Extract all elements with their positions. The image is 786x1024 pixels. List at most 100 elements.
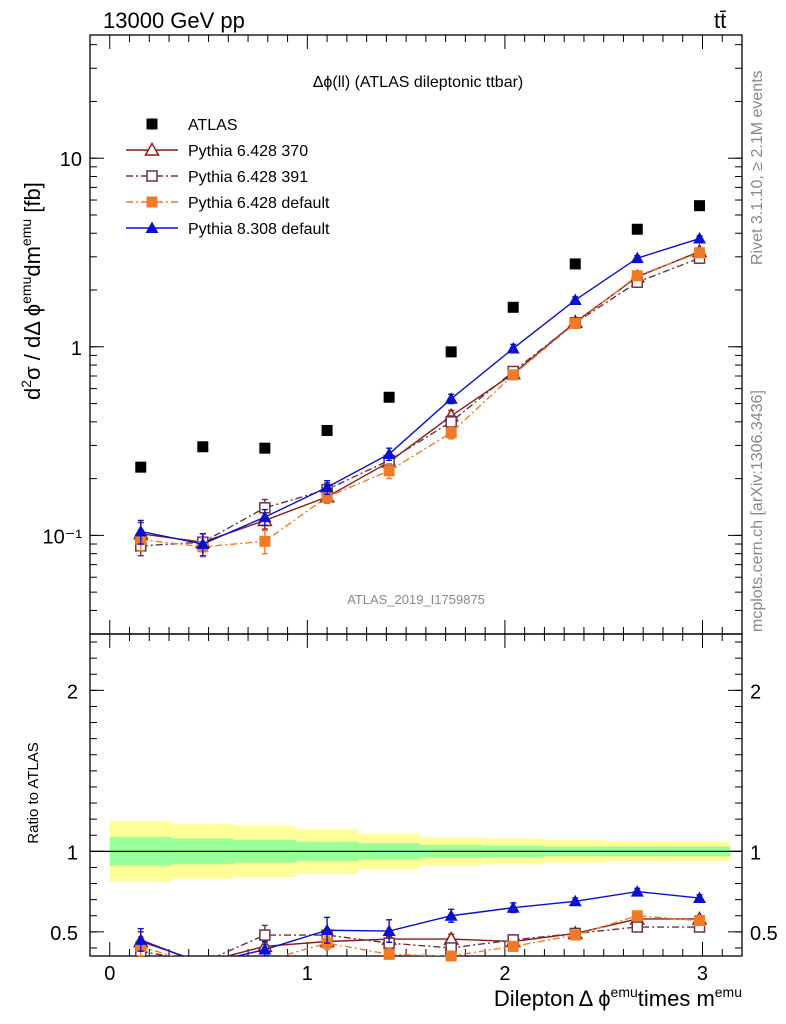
ratio-y-tick-label-right: 0.5 [750, 923, 778, 945]
ratio-data-point [445, 950, 457, 962]
ratio-y-tick-label-right: 1 [750, 842, 761, 864]
legend-marker [144, 141, 160, 156]
ratio-data-point [631, 910, 643, 922]
main-data-point [507, 369, 519, 381]
legend-entry: Pythia 6.428 370 [126, 141, 308, 160]
watermark-label: ATLAS_2019_I1759875 [347, 592, 485, 607]
legend-label: Pythia 6.428 default [188, 195, 330, 212]
x-tick-label: 0 [104, 963, 115, 985]
ratio-data-point [258, 943, 272, 955]
ratio-data-point [320, 923, 334, 936]
legend-marker [146, 170, 158, 182]
main-panel-title: Δϕ(ll) (ATLAS dileptonic ttbar) [313, 74, 524, 91]
main-data-point [445, 416, 457, 428]
ratio-data-point [134, 933, 148, 945]
main-data-point [568, 293, 582, 306]
main-data-point [445, 346, 457, 358]
main-data-point [506, 341, 520, 354]
legend-label: Pythia 6.428 370 [188, 143, 308, 160]
main-data-point [631, 223, 643, 235]
main-series-4 [134, 232, 707, 557]
ratio-series-2 [135, 910, 706, 962]
main-data-point [259, 535, 271, 547]
ratio-data-point [259, 929, 271, 941]
legend-label: ATLAS [188, 117, 238, 134]
ratio-panel: 0.5 0.5 1 1 2 2 0 1 2 3 [50, 633, 778, 985]
ratio-y-axis-label: Ratio to ATLAS [25, 742, 42, 843]
main-data-point [444, 392, 458, 404]
main-data-point [197, 441, 209, 453]
main-series-line [140, 252, 700, 548]
legend-marker [146, 196, 158, 208]
ratio-y-tick-label-right: 2 [750, 681, 761, 703]
legend-marker [146, 118, 158, 130]
main-data-point [321, 491, 333, 503]
main-data-point [507, 301, 519, 313]
main-data-point [321, 424, 333, 436]
legend: ATLAS Pythia 6.428 370 Pythia 6.428 391 Pyt… [126, 117, 330, 238]
ratio-data-point [568, 894, 582, 907]
main-data-point [196, 537, 210, 550]
ratio-y-tick-label: 1 [67, 842, 78, 864]
energy-label: 13000 GeV pp [103, 8, 245, 33]
main-data-point [258, 510, 272, 523]
ratio-data-point [444, 909, 458, 921]
main-series-2 [135, 252, 706, 557]
rivet-label: Rivet 3.1.10, ≥ 2.1M events [749, 70, 766, 265]
ratio-data-point [694, 915, 706, 927]
main-data-point [259, 442, 271, 454]
main-data-point [694, 200, 706, 212]
ratio-data-point [630, 885, 644, 897]
ratio-y-tick-label: 2 [67, 681, 78, 703]
main-data-point [382, 447, 396, 460]
main-data-point [445, 427, 457, 439]
legend-entry: Pythia 8.308 default [126, 221, 330, 238]
ratio-data-point [507, 940, 519, 952]
ratio-series-3 [134, 885, 707, 957]
main-y-tick-label: 1 [71, 338, 82, 360]
main-data-point [569, 258, 581, 270]
main-data-point [569, 317, 581, 329]
x-tick-label: 2 [499, 963, 510, 985]
ratio-data-point [506, 901, 520, 913]
legend-entry: ATLAS [146, 117, 238, 134]
main-series-line [140, 237, 700, 545]
ratio-data-point [693, 891, 707, 904]
main-data-point [693, 232, 707, 244]
x-tick-label: 1 [302, 963, 313, 985]
main-data-point [320, 480, 334, 493]
process-label: tt̄ [714, 8, 726, 33]
main-series-line [140, 257, 700, 547]
legend-marker [145, 221, 159, 233]
ratio-frame [89, 633, 743, 957]
main-y-axis-label: d2σ / dΔ ϕemudmemu [fb] [18, 182, 45, 400]
ratio-series-line [140, 918, 700, 956]
ratio-data-point [569, 929, 581, 941]
x-tick-label: 3 [697, 963, 708, 985]
legend-entry: Pythia 6.428 391 [126, 169, 308, 186]
legend-label: Pythia 8.308 default [188, 221, 330, 238]
mcplots-label: mcplots.cern.ch [arXiv:1306.3436] [749, 390, 766, 632]
x-axis-label: Dilepton Δ ϕemutimes memu [494, 984, 742, 1011]
ratio-data-point [382, 924, 396, 937]
main-data-point [383, 465, 395, 477]
main-series-1 [132, 243, 708, 553]
main-series-0 [135, 200, 706, 473]
ratio-data-point [383, 948, 395, 960]
main-data-point [631, 270, 643, 282]
ratio-data-point [631, 921, 644, 933]
ratio-series-line [140, 890, 700, 956]
main-y-tick-label: 10 [60, 149, 82, 171]
ratio-y-tick-label: 0.5 [50, 923, 78, 945]
ratio-series-line [140, 926, 700, 956]
main-series-line [140, 250, 700, 543]
main-data-point [134, 524, 148, 537]
main-data-point [630, 251, 644, 264]
main-data-point [383, 391, 395, 403]
main-panel: 10⁻¹ 1 10 [43, 34, 743, 635]
legend-entry: Pythia 6.428 default [126, 195, 330, 212]
main-data-point [135, 461, 147, 473]
main-y-tick-label: 10⁻¹ [43, 526, 83, 548]
ratio-series-line [140, 915, 700, 956]
